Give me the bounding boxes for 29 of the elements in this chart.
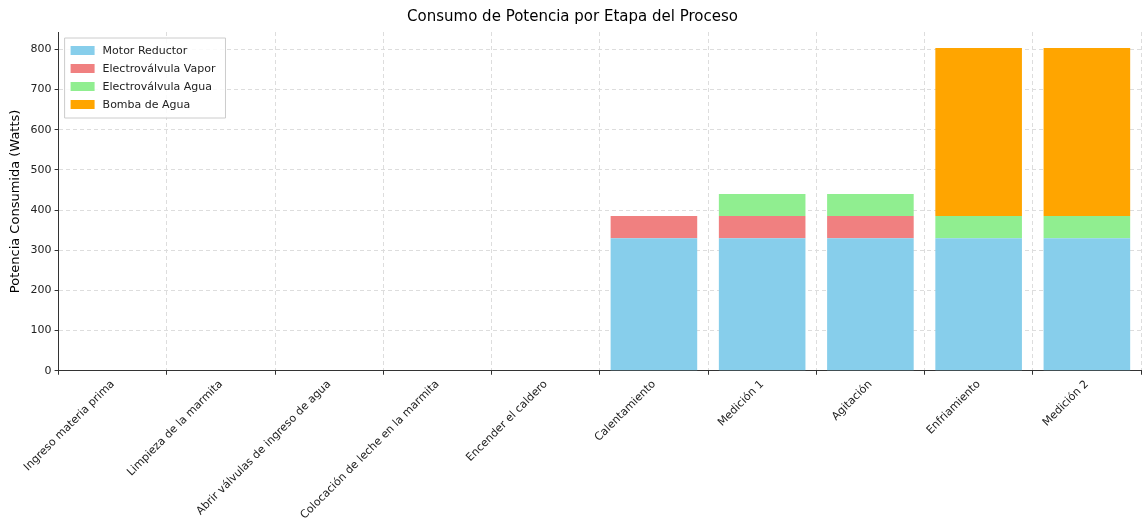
bar xyxy=(610,216,698,239)
legend-label: Electroválvula Agua xyxy=(102,79,213,93)
y-tick-label: 500 xyxy=(30,162,52,176)
y-tick-label: 700 xyxy=(30,82,52,96)
y-tick-label: 800 xyxy=(30,42,52,56)
y-tick-label: 400 xyxy=(30,202,52,216)
bar xyxy=(718,216,806,239)
bar xyxy=(935,48,1022,217)
y-axis-title: Potencia Consumida (Watts) xyxy=(7,109,23,294)
y-tick-label: 0 xyxy=(44,363,52,377)
legend-label: Motor Reductor xyxy=(102,43,188,57)
bar xyxy=(827,216,914,239)
bar xyxy=(827,238,914,371)
chart-title: Consumo de Potencia por Etapa del Proceso xyxy=(407,6,738,25)
bar xyxy=(718,193,806,217)
bar xyxy=(1043,48,1131,217)
y-tick-label: 100 xyxy=(30,323,52,337)
y-tick-label: 600 xyxy=(30,122,52,136)
bar xyxy=(718,238,806,371)
bar xyxy=(827,193,914,217)
y-tick-label: 300 xyxy=(30,243,52,257)
legend-label: Electroválvula Vapor xyxy=(102,61,216,75)
bar xyxy=(610,238,698,371)
legend-label: Bomba de Agua xyxy=(102,97,191,111)
y-tick-label: 200 xyxy=(30,283,52,297)
bar xyxy=(1043,216,1131,239)
bar xyxy=(935,238,1022,371)
bar xyxy=(935,216,1022,239)
bar xyxy=(1043,238,1131,371)
